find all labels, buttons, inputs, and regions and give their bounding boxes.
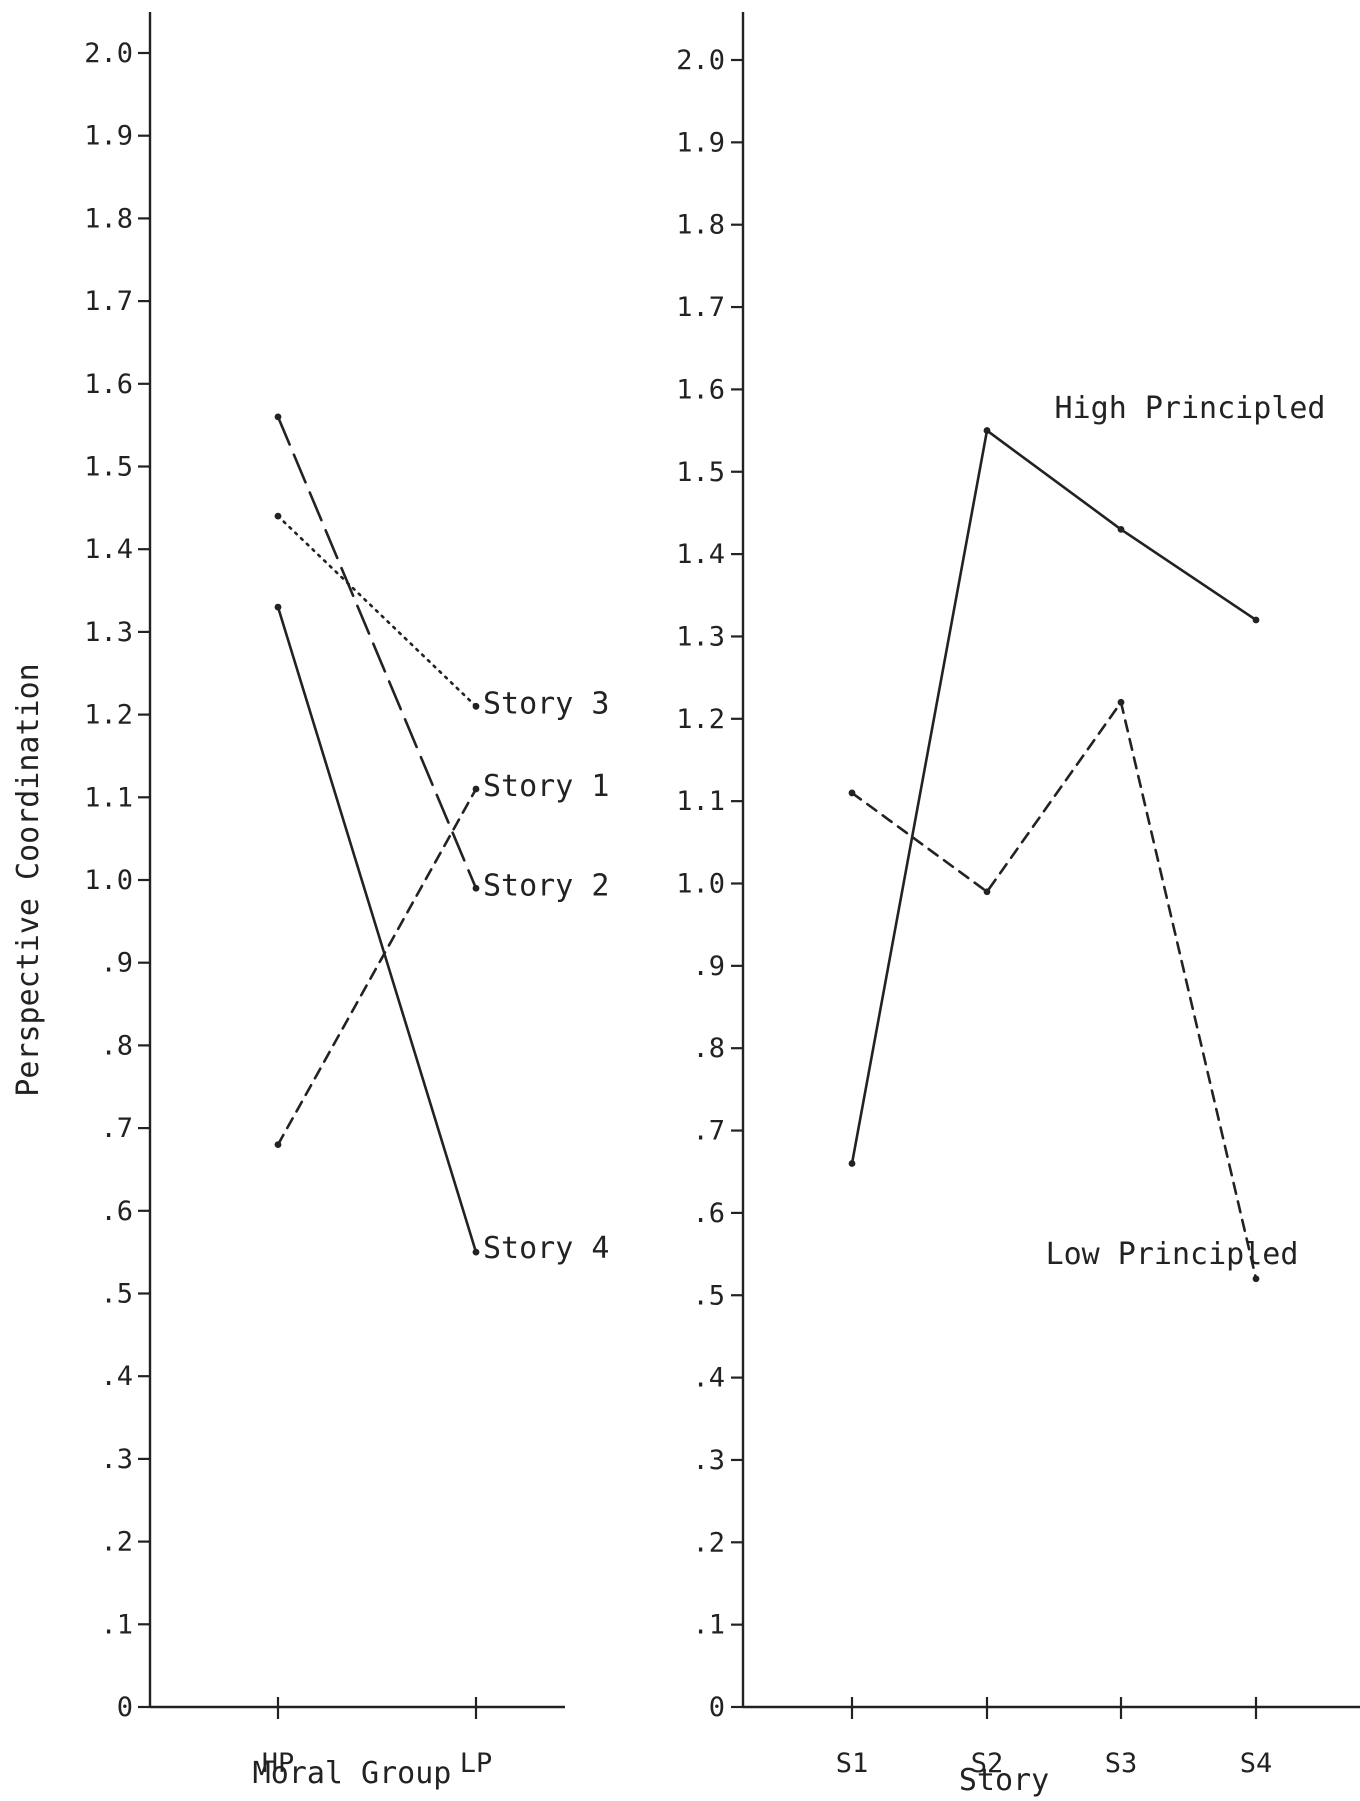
x-tick-label-s3: S3 <box>1105 1748 1138 1779</box>
y-tick-label: 1.9 <box>676 127 725 158</box>
data-point-high-principled-s4 <box>1252 616 1260 624</box>
y-tick-label: 1.8 <box>676 210 725 241</box>
y-tick-label: .8 <box>692 1033 725 1064</box>
y-tick-label: 1.3 <box>676 621 725 652</box>
y-tick-label: .5 <box>100 1279 133 1310</box>
y-tick-label: .7 <box>692 1116 725 1147</box>
y-tick-label: .5 <box>692 1280 725 1311</box>
y-tick-label: .3 <box>100 1444 133 1475</box>
series-line-story-4 <box>276 605 478 1254</box>
y-tick-label: 1.2 <box>676 704 725 735</box>
data-point-low-principled-s2 <box>983 888 991 896</box>
y-tick-label: 1.4 <box>676 539 725 570</box>
series-line-high-principled <box>850 428 1258 1165</box>
y-tick-label: 1.8 <box>84 203 133 234</box>
data-point-high-principled-s1 <box>848 1160 856 1167</box>
y-tick-label: .4 <box>100 1361 133 1392</box>
series-label-story-4: Story 4 <box>483 1231 609 1266</box>
series-line-story-2 <box>276 415 478 890</box>
right-panel-story: 0 .1 .2 .3 .4 .5 .6 .7 .8 .9 1.0 1.1 1.2 1.3 1.4 1.5 1.6… <box>676 12 1360 1798</box>
series-label-low-principled: Low Principled <box>1046 1237 1299 1272</box>
y-tick-label: .2 <box>692 1527 725 1558</box>
y-tick-label: .1 <box>100 1609 133 1640</box>
y-tick-label: 2.0 <box>84 38 133 69</box>
x-axis-title: Story <box>959 1763 1049 1798</box>
y-tick-label: .6 <box>692 1198 725 1229</box>
y-tick-label: .2 <box>100 1527 133 1558</box>
y-tick-label: 1.9 <box>84 121 133 152</box>
y-tick-label: 1.3 <box>84 617 133 648</box>
y-tick-label: .9 <box>100 948 133 979</box>
y-tick-label: .9 <box>692 951 725 982</box>
y-tick-label: 0 <box>117 1692 133 1723</box>
series-label-high-principled: High Principled <box>1055 391 1326 426</box>
series-line-story-3 <box>276 514 478 708</box>
x-tick-label-s2: S2 <box>971 1748 1004 1779</box>
x-tick-label-s4: S4 <box>1240 1748 1273 1779</box>
y-tick-label: 1.7 <box>84 286 133 317</box>
data-point-story-3-hp <box>274 512 282 520</box>
x-tick-label-s1: S1 <box>836 1748 869 1779</box>
data-point-story-1-hp <box>274 1141 282 1149</box>
series-label-story-1: Story 1 <box>483 769 609 804</box>
data-point-low-principled-s4 <box>1252 1275 1260 1283</box>
y-tick-label: .1 <box>692 1610 725 1641</box>
data-point-story-4-lp <box>472 1248 480 1256</box>
data-point-story-4-hp <box>274 603 282 611</box>
x-tick-label-hp: HP <box>262 1748 295 1779</box>
y-tick-label: 1.0 <box>676 869 725 900</box>
y-tick-label: .3 <box>692 1445 725 1476</box>
y-tick-label: 1.5 <box>84 452 133 483</box>
y-tick-label: .8 <box>100 1030 133 1061</box>
data-point-story-2-lp <box>472 884 480 892</box>
y-tick-label: 1.5 <box>676 457 725 488</box>
series-label-story-3: Story 3 <box>483 686 609 721</box>
x-tick-label-lp: LP <box>460 1748 493 1779</box>
data-point-story-2-hp <box>274 413 282 421</box>
y-tick-label: .7 <box>100 1113 133 1144</box>
data-point-low-principled-s1 <box>848 789 856 797</box>
y-tick-label: 1.6 <box>676 374 725 405</box>
y-tick-label: .4 <box>692 1363 725 1394</box>
y-tick-label: .6 <box>100 1196 133 1227</box>
y-tick-label: 1.0 <box>84 865 133 896</box>
y-tick-label: 1.6 <box>84 369 133 400</box>
data-point-high-principled-s2 <box>983 427 991 434</box>
y-axis-title: Perspective Coordination <box>11 663 46 1096</box>
y-tick-label: 0 <box>709 1692 725 1723</box>
y-tick-label: 1.1 <box>84 782 133 813</box>
y-tick-label: 2.0 <box>676 45 725 76</box>
data-point-story-1-lp <box>472 785 480 793</box>
x-axis-title: Moral Group <box>253 1756 452 1791</box>
left-panel-moral-group: 0 .1 .2 .3 .4 .5 .6 .7 .8 .9 1.0 1.1 1.2 1.3 1.4 1.5 1.6… <box>11 12 609 1791</box>
data-point-high-principled-s3 <box>1117 525 1125 533</box>
series-line-story-1 <box>276 787 478 1146</box>
series-line-low-principled <box>850 699 1258 1281</box>
series-label-story-2: Story 2 <box>483 868 609 903</box>
y-tick-label: 1.4 <box>84 534 133 565</box>
y-tick-label: 1.2 <box>84 700 133 731</box>
y-tick-label: 1.1 <box>676 786 725 817</box>
y-tick-label: 1.7 <box>676 292 725 323</box>
data-point-story-3-lp <box>472 702 480 710</box>
data-point-low-principled-s3 <box>1117 698 1125 706</box>
